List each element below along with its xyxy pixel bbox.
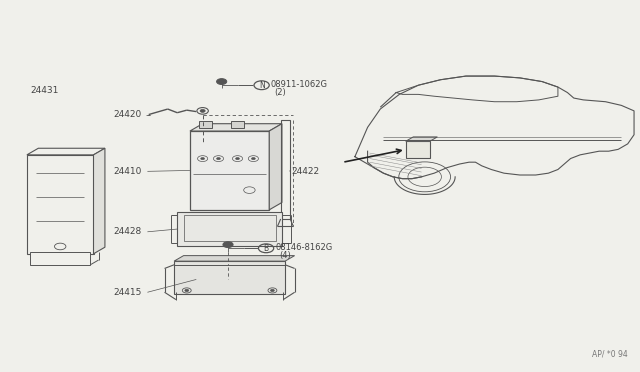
Text: N: N bbox=[259, 81, 264, 90]
Polygon shape bbox=[27, 148, 105, 155]
Circle shape bbox=[223, 242, 233, 247]
Bar bbox=[281, 120, 290, 219]
Text: B: B bbox=[264, 244, 269, 253]
Text: 24415: 24415 bbox=[114, 288, 142, 297]
Circle shape bbox=[200, 109, 205, 112]
Polygon shape bbox=[269, 124, 282, 210]
Circle shape bbox=[201, 157, 205, 160]
Circle shape bbox=[271, 289, 275, 292]
Bar bbox=[27, 155, 93, 254]
Bar bbox=[190, 131, 269, 210]
Bar bbox=[177, 212, 282, 247]
Text: 24420: 24420 bbox=[114, 110, 142, 119]
Text: (4): (4) bbox=[279, 251, 291, 260]
Bar bbox=[200, 121, 212, 128]
Polygon shape bbox=[406, 137, 437, 141]
Text: 08911-1062G: 08911-1062G bbox=[271, 80, 328, 89]
Text: 24422: 24422 bbox=[291, 167, 319, 176]
Circle shape bbox=[185, 289, 189, 292]
Bar bbox=[184, 215, 276, 241]
Polygon shape bbox=[93, 148, 105, 254]
Circle shape bbox=[216, 78, 227, 84]
Polygon shape bbox=[190, 124, 282, 131]
Text: 08146-8162G: 08146-8162G bbox=[276, 243, 333, 252]
Bar bbox=[231, 121, 244, 128]
Bar bbox=[406, 141, 429, 158]
Bar bbox=[30, 252, 90, 265]
Polygon shape bbox=[174, 256, 294, 261]
Circle shape bbox=[252, 157, 255, 160]
Text: 24431: 24431 bbox=[30, 86, 58, 95]
Circle shape bbox=[216, 157, 220, 160]
Bar bbox=[174, 261, 285, 294]
Text: 24428: 24428 bbox=[114, 227, 142, 236]
Text: 24410: 24410 bbox=[114, 167, 142, 176]
Text: (2): (2) bbox=[275, 88, 286, 97]
Text: AP/ *0 94: AP/ *0 94 bbox=[592, 349, 628, 358]
Circle shape bbox=[236, 157, 239, 160]
